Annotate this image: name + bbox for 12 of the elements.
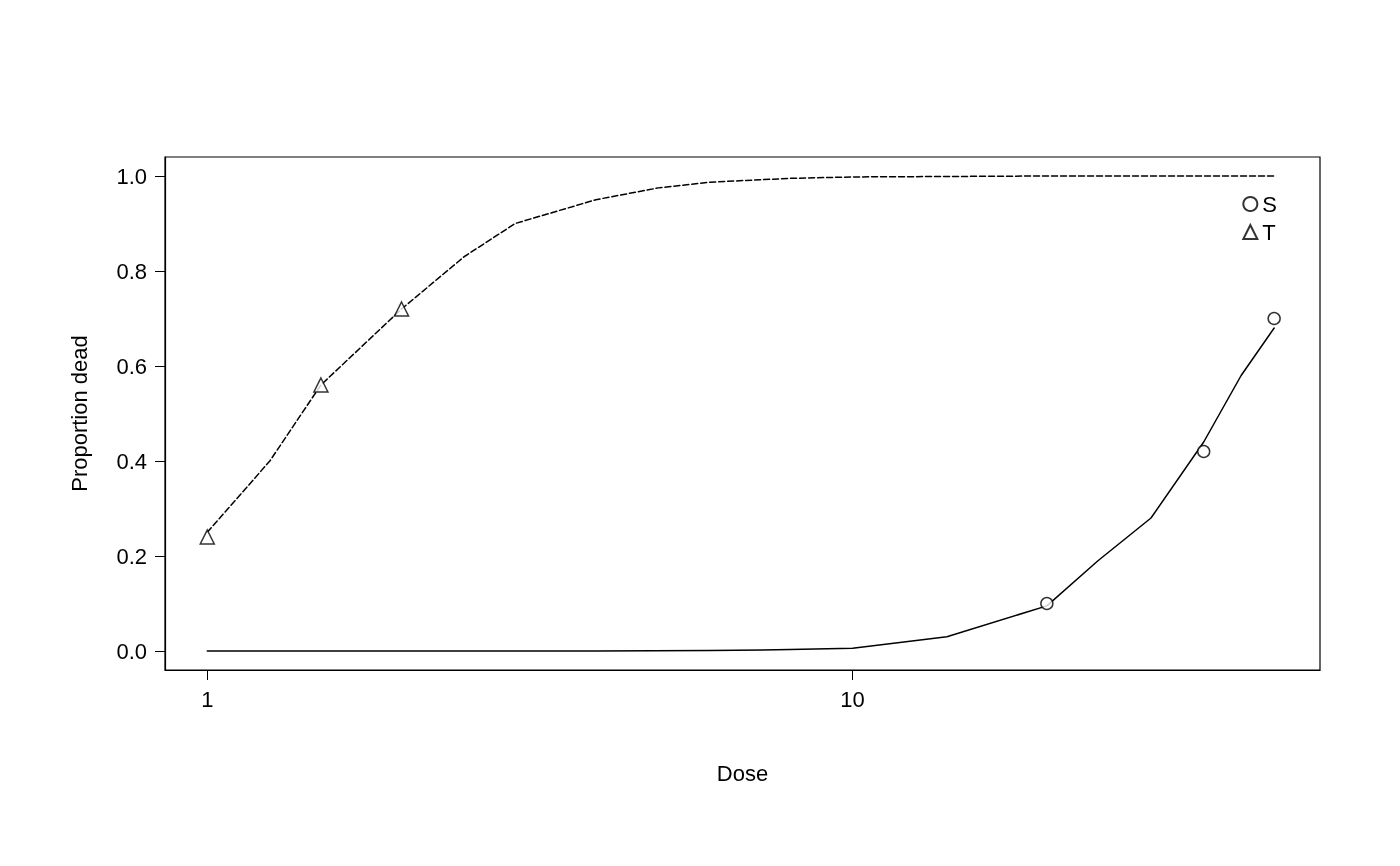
y-tick-label: 0.4 bbox=[116, 448, 147, 474]
legend-label: S bbox=[1262, 191, 1278, 217]
y-axis-title: Proportion dead bbox=[66, 335, 92, 492]
legend-label: T bbox=[1262, 219, 1276, 245]
y-tick-label: 0.2 bbox=[116, 543, 147, 569]
y-tick-label: 0.6 bbox=[116, 353, 147, 379]
y-tick-label: 1.0 bbox=[116, 163, 147, 189]
x-tick-label: 1 bbox=[201, 686, 214, 712]
y-tick-label: 0.8 bbox=[116, 258, 147, 284]
y-tick-label: 0.0 bbox=[116, 638, 147, 664]
x-tick-label: 10 bbox=[840, 686, 865, 712]
x-axis-title: Dose bbox=[716, 760, 769, 786]
